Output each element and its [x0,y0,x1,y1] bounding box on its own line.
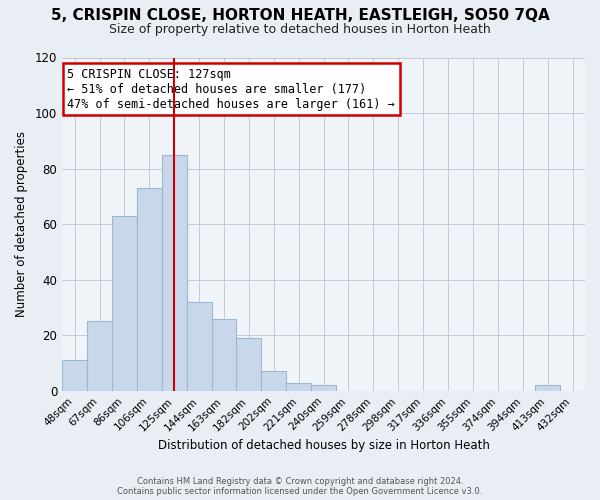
Y-axis label: Number of detached properties: Number of detached properties [15,131,28,317]
Bar [311,386,336,391]
Bar [112,216,137,391]
Bar [286,382,311,391]
Bar [262,372,286,391]
Bar [137,188,162,391]
Text: Size of property relative to detached houses in Horton Heath: Size of property relative to detached ho… [109,22,491,36]
Bar [212,318,236,391]
Bar [236,338,262,391]
Bar [535,386,560,391]
Text: Contains HM Land Registry data © Crown copyright and database right 2024.
Contai: Contains HM Land Registry data © Crown c… [118,476,482,496]
Bar [187,302,212,391]
Bar [162,154,187,391]
Bar [87,322,112,391]
Bar [62,360,87,391]
X-axis label: Distribution of detached houses by size in Horton Heath: Distribution of detached houses by size … [158,440,490,452]
Text: 5, CRISPIN CLOSE, HORTON HEATH, EASTLEIGH, SO50 7QA: 5, CRISPIN CLOSE, HORTON HEATH, EASTLEIG… [50,8,550,22]
Text: 5 CRISPIN CLOSE: 127sqm
← 51% of detached houses are smaller (177)
47% of semi-d: 5 CRISPIN CLOSE: 127sqm ← 51% of detache… [67,68,395,110]
